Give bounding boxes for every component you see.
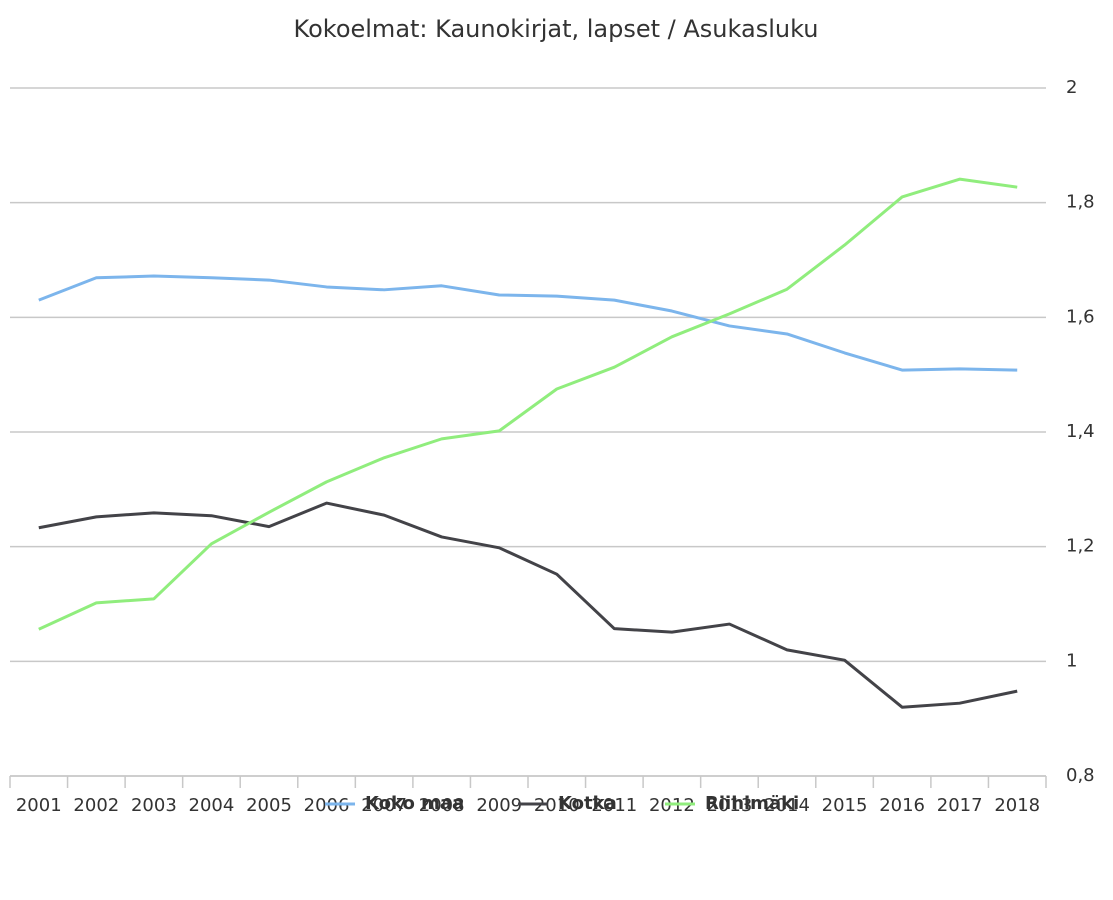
x-tick-label: 2015 [822, 795, 868, 816]
x-tick-label: 2005 [246, 795, 292, 816]
x-tick-label: 2017 [937, 795, 983, 816]
x-tick-label: 2008 [419, 795, 465, 816]
y-tick-label: 1,6 [1066, 306, 1095, 327]
y-tick-label: 1 [1066, 650, 1077, 671]
x-tick-label: 2007 [361, 795, 407, 816]
y-tick-label: 2 [1066, 77, 1077, 98]
x-tick-label: 2002 [73, 795, 119, 816]
y-tick-label: 0,8 [1066, 765, 1095, 786]
series-line [38, 501, 1018, 709]
legend-label: Koko maa [365, 793, 464, 814]
x-tick-label: 2004 [189, 795, 235, 816]
chart-title: Kokoelmat: Kaunokirjat, lapset / Asukasl… [294, 15, 819, 43]
x-tick-label: 2013 [707, 795, 753, 816]
x-tick-label: 2011 [591, 795, 637, 816]
y-tick-label: 1,8 [1066, 192, 1095, 213]
x-tick-label: 2016 [879, 795, 925, 816]
x-tick-label: 2018 [994, 795, 1040, 816]
legend-label: Riihimäki [705, 793, 799, 814]
x-tick-label: 2001 [16, 795, 62, 816]
legend-label: Kotka [558, 793, 617, 814]
y-tick-label: 1,4 [1066, 421, 1095, 442]
series-line [38, 274, 1018, 372]
x-tick-label: 2003 [131, 795, 177, 816]
x-tick-label: 2010 [534, 795, 580, 816]
y-tick-label: 1,2 [1066, 536, 1095, 557]
series-line [38, 177, 1018, 631]
x-tick-label: 2009 [476, 795, 522, 816]
x-tick-label: 2014 [764, 795, 810, 816]
